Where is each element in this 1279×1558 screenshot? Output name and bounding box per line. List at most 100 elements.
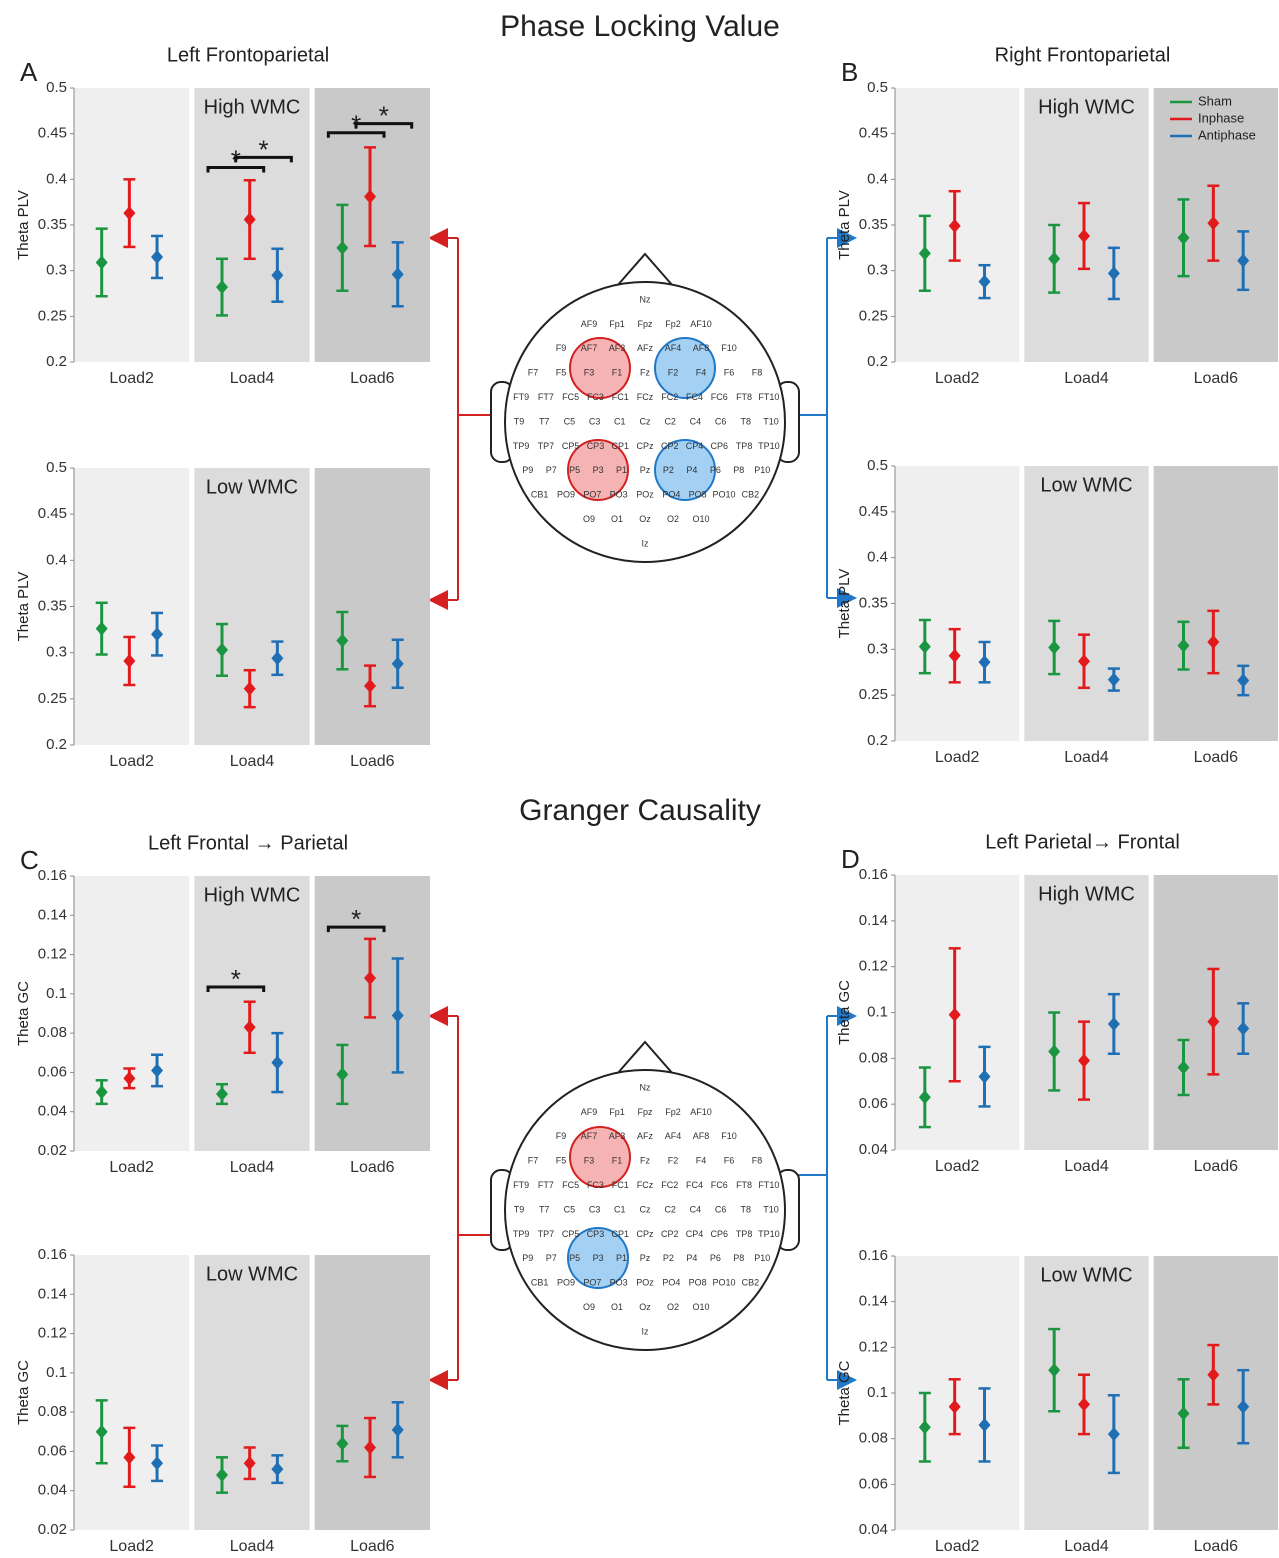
y-tick-label: 0.2 <box>46 736 67 753</box>
x-tick-label: Load6 <box>350 1159 395 1176</box>
x-tick-label: Load6 <box>1194 749 1239 766</box>
y-tick-label: 0.4 <box>867 549 888 566</box>
y-tick-label: 0.4 <box>46 170 67 187</box>
electrode-label: Nz <box>640 1082 651 1092</box>
electrode-label: Fp2 <box>665 319 681 329</box>
electrode-label: Oz <box>639 514 651 524</box>
electrode-label: FC3 <box>587 392 604 402</box>
group-background <box>194 876 309 1151</box>
electrode-label: F1 <box>612 368 623 378</box>
electrode-label: Fp1 <box>609 1107 625 1117</box>
x-tick-label: Load6 <box>350 753 395 770</box>
x-tick-label: Load4 <box>1064 1538 1109 1553</box>
legend-label: Antiphase <box>1198 127 1256 142</box>
electrode-label: CP4 <box>686 441 704 451</box>
panel-label: A <box>20 57 38 87</box>
electrode-label: FC2 <box>661 1180 678 1190</box>
group-background <box>895 466 1019 741</box>
electrode-label: T9 <box>514 1204 525 1214</box>
electrode-label: CB1 <box>531 1278 549 1288</box>
chart: Load2Load4Load60.020.040.060.080.10.120.… <box>15 832 430 1176</box>
y-tick-label: 0.2 <box>46 353 67 370</box>
electrode-label: CB2 <box>742 490 760 500</box>
electrode-label: FC4 <box>686 392 703 402</box>
electrode-label: O9 <box>583 514 595 524</box>
y-tick-label: 0.5 <box>46 79 67 96</box>
y-tick-label: 0.3 <box>867 640 888 657</box>
y-tick-label: 0.06 <box>38 1063 67 1080</box>
y-tick-label: 0.1 <box>46 1364 67 1381</box>
electrode-label: O1 <box>611 1302 623 1312</box>
y-tick-label: 0.06 <box>859 1475 888 1492</box>
y-axis-label: Theta PLV <box>836 569 853 639</box>
x-tick-label: Load2 <box>109 1538 154 1553</box>
panel-title: Left Frontoparietal <box>167 44 329 66</box>
electrode-label: F4 <box>696 368 707 378</box>
electrode-label: FT9 <box>513 1180 529 1190</box>
chart: Load2Load4Load60.20.250.30.350.40.450.5H… <box>836 44 1278 387</box>
y-tick-label: 0.45 <box>38 125 67 142</box>
x-tick-label: Load4 <box>1064 1158 1109 1175</box>
figure: Phase Locking Value Granger Causality Nz… <box>0 0 1279 1553</box>
electrode-label: CPz <box>636 1229 654 1239</box>
electrode-label: CB1 <box>531 490 549 500</box>
group-label: High WMC <box>204 96 301 118</box>
panel-title: Left Frontal → Parietal <box>148 832 348 854</box>
y-tick-label: 0.16 <box>859 866 888 883</box>
electrode-label: P1 <box>616 1253 627 1263</box>
group-background <box>1024 1256 1148 1530</box>
y-tick-label: 0.16 <box>859 1247 888 1264</box>
chart: Load2Load4Load60.20.250.30.350.40.450.5L… <box>836 457 1278 766</box>
electrode-label: P5 <box>569 465 580 475</box>
electrode-label: C2 <box>664 1204 676 1214</box>
electrode-label: P3 <box>593 1253 604 1263</box>
y-tick-label: 0.16 <box>38 867 67 884</box>
y-tick-label: 0.45 <box>38 505 67 522</box>
panel-label: D <box>841 844 860 874</box>
group-background <box>1024 466 1148 741</box>
group-background <box>315 1255 430 1530</box>
electrode-label: F2 <box>668 368 679 378</box>
x-tick-label: Load2 <box>109 753 154 770</box>
electrode-label: Cz <box>640 416 651 426</box>
electrode-label: F7 <box>528 368 539 378</box>
electrode-label: F9 <box>556 343 567 353</box>
panel-label: C <box>20 845 39 875</box>
significance-star: * <box>258 134 268 164</box>
y-tick-label: 0.04 <box>38 1482 67 1499</box>
y-tick-label: 0.06 <box>38 1442 67 1459</box>
y-tick-label: 0.06 <box>859 1095 888 1112</box>
electrode-label: P1 <box>616 465 627 475</box>
electrode-label: C3 <box>589 1204 601 1214</box>
electrode-label: P2 <box>663 1253 674 1263</box>
electrode-label: CPz <box>636 441 654 451</box>
electrode-label: T10 <box>763 1204 779 1214</box>
electrode-label: P3 <box>593 465 604 475</box>
electrode-label: P6 <box>710 1253 721 1263</box>
electrode-label: P8 <box>733 465 744 475</box>
group-background <box>194 1255 309 1530</box>
electrode-label: FC3 <box>587 1180 604 1190</box>
x-tick-label: Load4 <box>1064 749 1109 766</box>
electrode-label: AF3 <box>609 343 626 353</box>
electrode-label: F5 <box>556 1156 567 1166</box>
electrode-label: C3 <box>589 416 601 426</box>
electrode-label: Iz <box>641 1326 649 1336</box>
significance-star: * <box>231 964 241 994</box>
electrode-label: PO3 <box>610 490 628 500</box>
electrode-label: CP3 <box>587 441 605 451</box>
electrode-label: P10 <box>754 465 770 475</box>
electrode-label: Cz <box>640 1204 651 1214</box>
y-axis-label: Theta PLV <box>15 190 32 260</box>
y-axis-label: Theta GC <box>836 980 853 1045</box>
y-tick-label: 0.14 <box>859 912 888 929</box>
electrode-label: PO8 <box>689 490 707 500</box>
electrode-label: AF4 <box>665 1131 682 1141</box>
group-label: Low WMC <box>206 1263 298 1285</box>
electrode-label: C4 <box>690 1204 702 1214</box>
electrode-label: C5 <box>564 1204 576 1214</box>
electrode-label: F7 <box>528 1156 539 1166</box>
y-tick-label: 0.16 <box>38 1246 67 1263</box>
group-background <box>895 1256 1019 1530</box>
